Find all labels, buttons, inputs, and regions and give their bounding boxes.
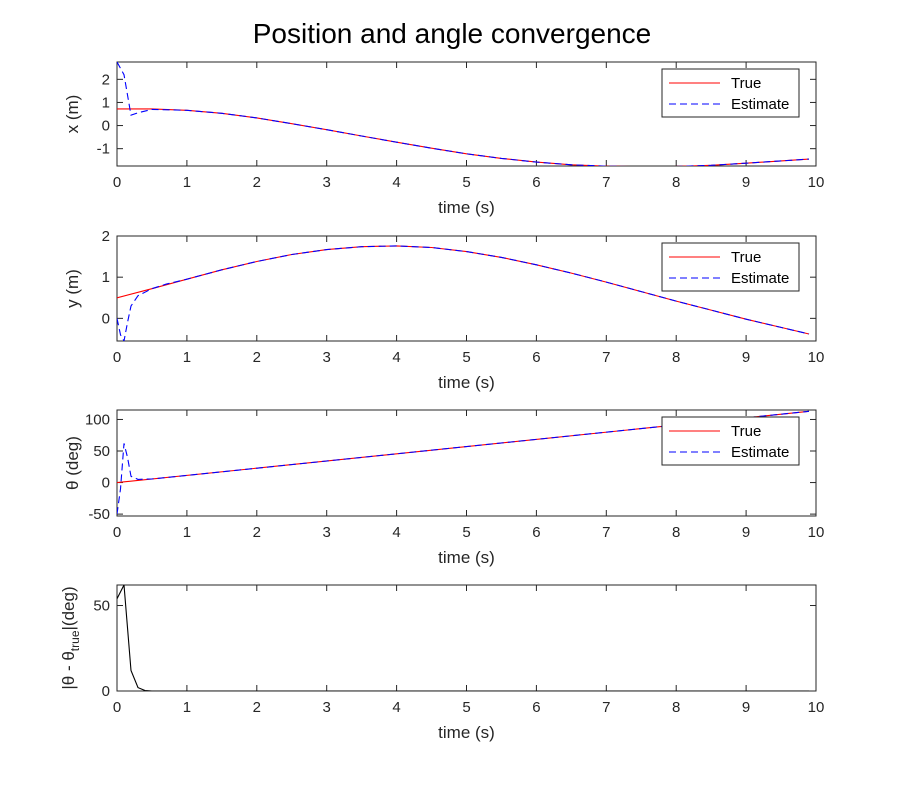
legend-box: [661, 416, 800, 466]
y-tick-label: 50: [93, 598, 110, 615]
x-tick-label: 0: [113, 699, 121, 716]
x-tick-label: 2: [253, 524, 261, 541]
y-tick-label: -1: [97, 141, 110, 158]
x-tick-label: 9: [742, 524, 750, 541]
x-tick-label: 8: [672, 699, 680, 716]
y-tick-label: 1: [102, 269, 110, 286]
subplot-2: 0 1 2 3 4 5 6 7 8 9 10 0 1 2 time (s) y (m) True Estimate: [63, 228, 824, 392]
y-axis-label: θ (deg): [63, 436, 82, 490]
legend-label: Estimate: [731, 270, 789, 287]
y-axis-label: x (m): [63, 95, 82, 134]
legend-label: True: [731, 423, 761, 440]
x-tick-label: 5: [462, 349, 470, 366]
x-tick-label: 3: [323, 349, 331, 366]
x-axis-label: time (s): [438, 198, 495, 217]
series-line-estimate: [117, 62, 810, 166]
legend-label: Estimate: [731, 96, 789, 113]
legend-box: [661, 242, 800, 292]
x-tick-label: 3: [323, 524, 331, 541]
x-tick-label: 0: [113, 524, 121, 541]
series-line-error: [117, 585, 809, 691]
legend-label: Estimate: [731, 444, 789, 461]
x-tick-label: 10: [808, 174, 825, 191]
x-tick-label: 4: [392, 524, 400, 541]
x-tick-label: 8: [672, 349, 680, 366]
x-tick-label: 10: [808, 349, 825, 366]
x-tick-label: 9: [742, 349, 750, 366]
series-line-estimate: [117, 245, 810, 341]
series-line-estimate: [117, 410, 810, 515]
subplot-4: 0 1 2 3 4 5 6 7 8 9 10 0 50 time (s) |θ - θtrue|(deg): [59, 584, 825, 742]
x-tick-label: 4: [392, 699, 400, 716]
x-tick-label: 4: [392, 349, 400, 366]
legend-label: True: [731, 249, 761, 266]
x-tick-label: 3: [323, 699, 331, 716]
legend: True Estimate: [661, 242, 800, 292]
x-tick-label: 1: [183, 349, 191, 366]
y-tick-label: 0: [102, 118, 110, 135]
x-tick-label: 1: [183, 174, 191, 191]
x-tick-label: 6: [532, 524, 540, 541]
y-tick-label: -50: [88, 506, 110, 523]
x-tick-label: 2: [253, 349, 261, 366]
x-tick-label: 4: [392, 174, 400, 191]
series-group: [117, 245, 810, 341]
y-tick-label: 0: [102, 310, 110, 327]
x-tick-label: 7: [602, 524, 610, 541]
y-tick-label: 0: [102, 475, 110, 492]
x-tick-label: 0: [113, 349, 121, 366]
x-tick-label: 5: [462, 174, 470, 191]
x-axis-label: time (s): [438, 373, 495, 392]
x-tick-label: 2: [253, 174, 261, 191]
x-axis-label: time (s): [438, 723, 495, 742]
y-axis-label: y (m): [63, 269, 82, 308]
axes-box: [116, 584, 817, 692]
x-tick-label: 6: [532, 349, 540, 366]
x-tick-label: 0: [113, 174, 121, 191]
figure-title: Position and angle convergence: [253, 18, 652, 49]
x-tick-label: 8: [672, 174, 680, 191]
legend: True Estimate: [661, 68, 800, 118]
x-tick-label: 7: [602, 349, 610, 366]
y-tick-label: 2: [102, 71, 110, 88]
y-tick-label: 50: [93, 443, 110, 460]
x-tick-label: 2: [253, 699, 261, 716]
legend-label: True: [731, 75, 761, 92]
x-tick-label: 1: [183, 699, 191, 716]
x-tick-label: 10: [808, 524, 825, 541]
x-tick-label: 7: [602, 699, 610, 716]
x-tick-label: 9: [742, 174, 750, 191]
x-tick-label: 6: [532, 699, 540, 716]
x-tick-label: 10: [808, 699, 825, 716]
x-tick-label: 6: [532, 174, 540, 191]
y-tick-label: 0: [102, 683, 110, 700]
legend-box: [661, 68, 800, 118]
x-tick-label: 1: [183, 524, 191, 541]
series-group: [117, 585, 809, 691]
y-tick-label: 1: [102, 94, 110, 111]
x-tick-label: 7: [602, 174, 610, 191]
y-tick-label: 2: [102, 228, 110, 245]
x-tick-label: 3: [323, 174, 331, 191]
y-tick-label: 100: [85, 411, 110, 428]
series-group: [117, 62, 810, 166]
y-axis-label: |θ - θtrue|(deg): [59, 586, 82, 689]
x-tick-label: 5: [462, 699, 470, 716]
legend: True Estimate: [661, 416, 800, 466]
x-tick-label: 9: [742, 699, 750, 716]
x-tick-label: 8: [672, 524, 680, 541]
x-tick-label: 5: [462, 524, 470, 541]
x-axis-label: time (s): [438, 548, 495, 567]
